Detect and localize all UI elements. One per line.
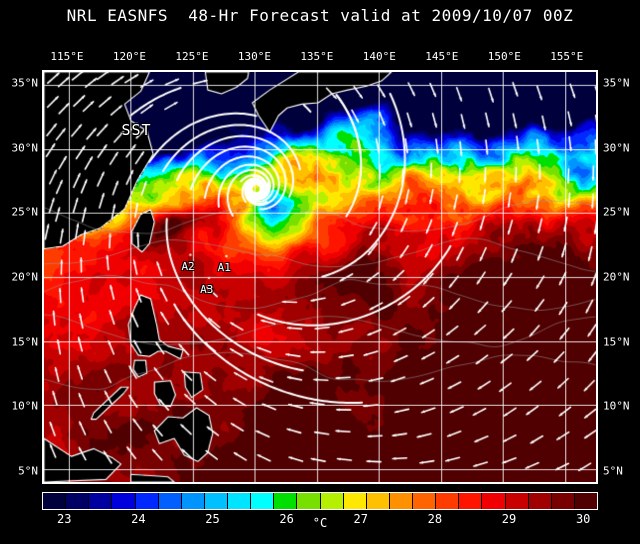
colorbar-swatch (389, 493, 413, 509)
colorbar-swatch (320, 493, 344, 509)
lon-tick-label: 145°E (425, 50, 459, 63)
lon-tick-label: 120°E (112, 50, 147, 63)
colorbar-swatch (251, 493, 275, 509)
colorbar-unit-label: °C (312, 516, 328, 530)
colorbar-swatch (181, 493, 205, 509)
colorbar-swatch (528, 493, 552, 509)
colorbar-swatch (204, 493, 228, 509)
colorbar-tick-label: 25 (205, 512, 220, 526)
colorbar[interactable] (42, 492, 598, 510)
colorbar-swatch (459, 493, 483, 509)
colorbar-swatch (89, 493, 113, 509)
lat-tick-label-right: 30°N (603, 141, 630, 155)
lat-tick-label-left: 30°N (11, 141, 39, 155)
colorbar-swatch (413, 493, 437, 509)
colorbar-swatch (43, 493, 67, 509)
colorbar-tick-label: 26 (279, 512, 294, 526)
colorbar-tick-label: 23 (57, 512, 72, 526)
lat-tick-label-right: 20°N (603, 270, 630, 284)
colorbar-swatch (574, 493, 597, 509)
lat-tick-label-right: 25°N (603, 205, 630, 219)
lon-tick-label: 135°E (300, 50, 334, 63)
lat-tick-label-left: 15°N (11, 335, 39, 349)
lon-tick-label: 130°E (237, 50, 271, 63)
colorbar-swatch (228, 493, 252, 509)
colorbar-swatch (482, 493, 506, 509)
colorbar-swatch (297, 493, 321, 509)
colorbar-swatch (343, 493, 367, 509)
lon-tick-label: 155°E (550, 50, 584, 63)
wind-and-coastline-overlay (44, 72, 596, 482)
lon-tick-label: 125°E (175, 50, 209, 63)
lat-tick-label-right: 15°N (603, 335, 630, 349)
lat-tick-label-left: 35°N (11, 76, 39, 90)
lat-tick-label-right: 5°N (603, 464, 623, 478)
colorbar-swatch (274, 493, 298, 509)
colorbar-tick-label: 24 (131, 512, 146, 526)
colorbar-tick-label: 29 (501, 512, 517, 526)
colorbar-swatch (366, 493, 390, 509)
page-title: NRL EASNFS 48-Hr Forecast valid at 2009/… (66, 6, 574, 25)
lon-tick-label: 150°E (487, 50, 521, 63)
colorbar-tick-label: 27 (353, 512, 368, 526)
lon-tick-label: 140°E (362, 50, 396, 63)
colorbar-tick-label: 28 (427, 512, 443, 526)
lat-tick-label-left: 20°N (11, 270, 39, 284)
lat-tick-label-right: 10°N (603, 399, 630, 413)
colorbar-swatch (135, 493, 159, 509)
lat-tick-label-left: 25°N (11, 205, 39, 219)
colorbar-swatch (112, 493, 136, 509)
colorbar-swatch (505, 493, 529, 509)
colorbar-swatch (436, 493, 460, 509)
lon-tick-label: 115°E (50, 50, 84, 63)
sst-map[interactable]: SST A1 A2 A3 (42, 70, 598, 484)
colorbar-swatch (551, 493, 575, 509)
colorbar-tick-label: 30 (575, 512, 591, 526)
colorbar-swatch (66, 493, 90, 509)
lat-tick-label-left: 5°N (18, 464, 38, 478)
lat-tick-label-left: 10°N (11, 399, 39, 413)
lat-tick-label-right: 35°N (603, 76, 630, 90)
colorbar-swatch (158, 493, 182, 509)
